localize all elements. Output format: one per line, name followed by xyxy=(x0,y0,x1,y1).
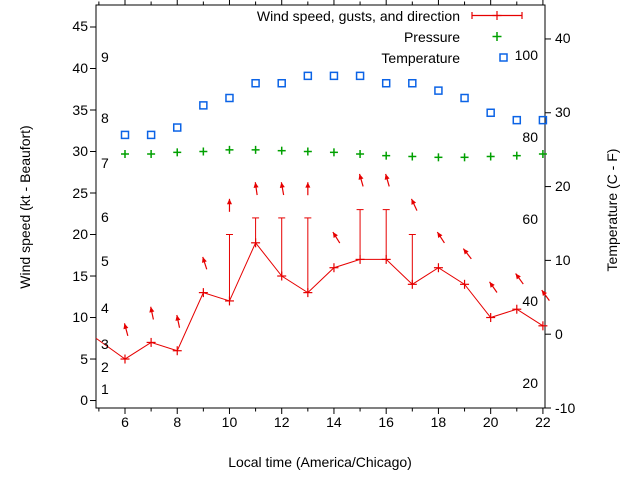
beaufort-scale-label: 6 xyxy=(101,209,109,226)
x-tick-label: 8 xyxy=(173,414,182,430)
x-tick-label: 6 xyxy=(121,414,129,430)
beaufort-scale-label: 8 xyxy=(101,109,109,126)
beaufort-scale-label: 3 xyxy=(101,336,109,353)
pressure-series xyxy=(120,145,547,162)
y-tick-label: 5 xyxy=(80,350,88,367)
y-tick-label: 10 xyxy=(72,309,88,326)
y-tick-label: 15 xyxy=(72,267,88,284)
beaufort-scale-label: 7 xyxy=(101,154,109,171)
fahrenheit-scale-label: 40 xyxy=(522,293,538,310)
fahrenheit-scale-label: 20 xyxy=(522,375,538,392)
fahrenheit-scale-label: 80 xyxy=(522,128,538,145)
legend-row-temperature: Temperature xyxy=(0,50,640,66)
legend-label-pressure: Pressure xyxy=(403,29,460,45)
x-tick-label: 12 xyxy=(273,414,290,430)
fahrenheit-scale-label: 100 xyxy=(514,46,538,63)
temperature-series xyxy=(120,71,548,140)
legend-label-temperature: Temperature xyxy=(381,50,460,66)
fahrenheit-scale-label: 60 xyxy=(522,210,538,227)
y2-tick-label: 40 xyxy=(555,30,571,47)
legend-label-wind: Wind speed, gusts, and direction xyxy=(256,8,460,24)
y2-tick-label: 20 xyxy=(555,178,571,195)
beaufort-scale-label: 4 xyxy=(101,299,109,316)
plot-border xyxy=(95,4,546,409)
beaufort-scale-label: 1 xyxy=(101,381,109,398)
wind-series xyxy=(95,173,550,364)
x-tick-label: 20 xyxy=(482,414,499,430)
y-tick-label: 30 xyxy=(72,143,88,159)
beaufort-scale-label: 9 xyxy=(101,49,109,66)
x-tick-label: 16 xyxy=(378,414,394,430)
x-tick-label: 18 xyxy=(430,414,447,430)
y-tick-label: 0 xyxy=(80,392,88,409)
temperature-legend-marker xyxy=(499,53,508,62)
legend-row-wind: Wind speed, gusts, and direction xyxy=(0,8,640,24)
y2-tick-label: 10 xyxy=(555,251,571,268)
x-tick-label: 22 xyxy=(535,414,551,430)
pressure-legend-marker xyxy=(492,32,502,41)
x-axis-title: Local time (America/Chicago) xyxy=(228,454,412,470)
beaufort-scale-label: 2 xyxy=(101,358,109,375)
beaufort-scale-label: 5 xyxy=(101,253,109,270)
y-tick-label: 35 xyxy=(72,101,88,118)
y-axis-title: Wind speed (kt - Beaufort) xyxy=(17,125,33,289)
y2-tick-label: 30 xyxy=(555,104,571,121)
y2-axis-title: Temperature (C - F) xyxy=(604,148,620,272)
y2-tick-label: -10 xyxy=(555,399,576,416)
y-tick-label: 20 xyxy=(72,226,88,242)
wind-legend-marker xyxy=(471,11,523,20)
legend-row-pressure: Pressure xyxy=(0,29,640,45)
y-tick-label: 25 xyxy=(72,184,88,201)
axis-ticks xyxy=(90,0,551,414)
x-tick-label: 10 xyxy=(221,414,238,430)
x-tick-label: 14 xyxy=(326,414,342,430)
y-tick-label: 45 xyxy=(72,18,88,35)
y-tick-label: 40 xyxy=(72,60,88,76)
y2-tick-label: 0 xyxy=(555,325,563,342)
